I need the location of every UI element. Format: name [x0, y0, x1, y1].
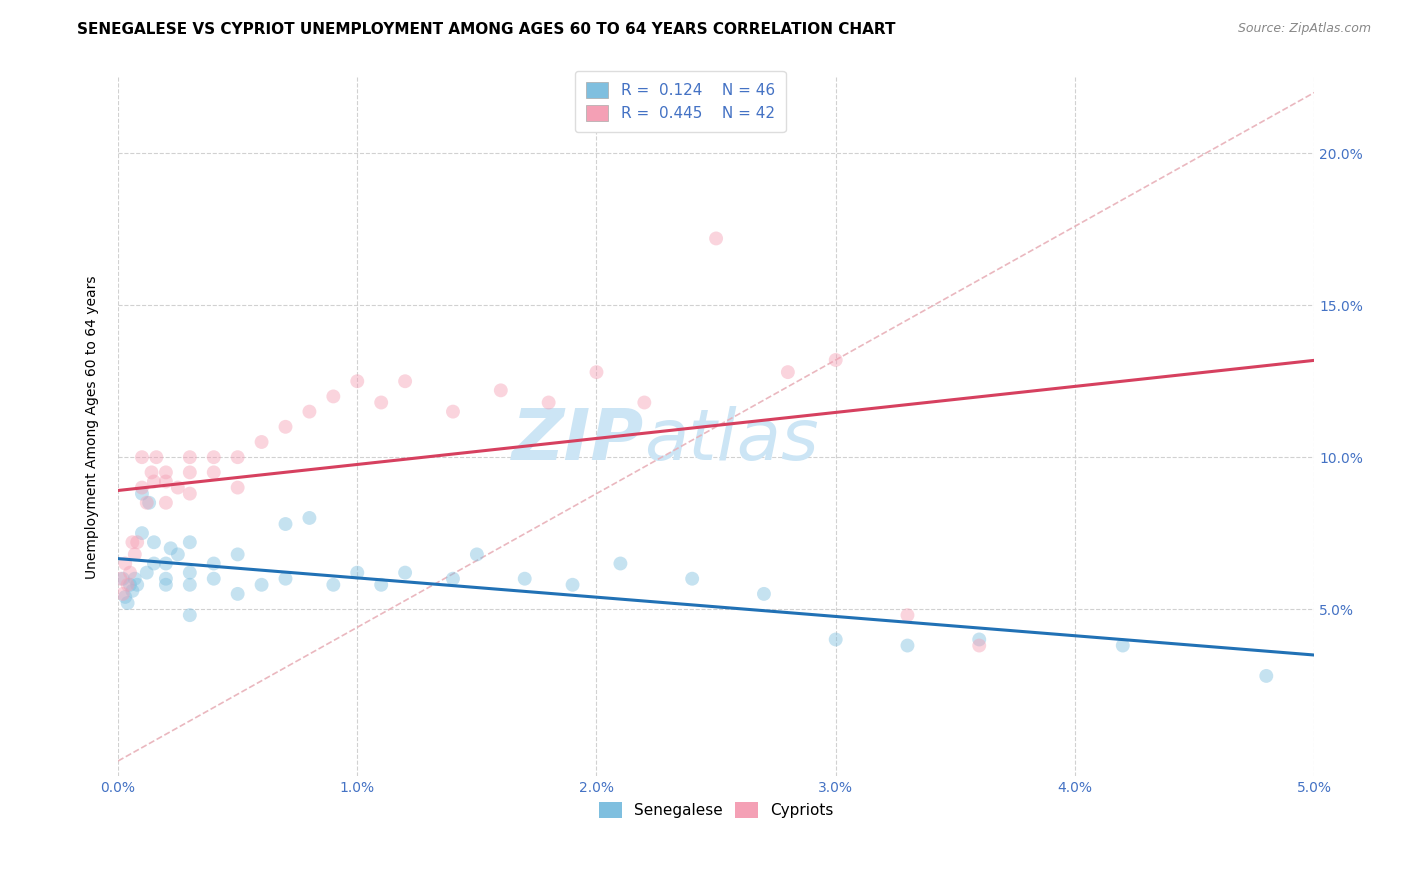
Point — [298, 404, 321, 418]
Point — [585, 365, 607, 379]
Point — [142, 557, 165, 571]
Point — [681, 572, 703, 586]
Point — [121, 535, 143, 549]
Point — [704, 231, 727, 245]
Point — [118, 566, 141, 580]
Point — [179, 450, 201, 465]
Point — [114, 590, 136, 604]
Point — [155, 475, 177, 489]
Point — [1112, 639, 1135, 653]
Point — [298, 511, 321, 525]
Point — [896, 608, 918, 623]
Point — [155, 572, 177, 586]
Point — [141, 466, 163, 480]
Point — [752, 587, 775, 601]
Point — [776, 365, 799, 379]
Point — [131, 486, 153, 500]
Point — [561, 578, 583, 592]
Point — [114, 557, 136, 571]
Point — [202, 450, 225, 465]
Point — [202, 466, 225, 480]
Point — [609, 557, 631, 571]
Point — [274, 419, 297, 434]
Point — [127, 578, 149, 592]
Point — [127, 535, 149, 549]
Point — [179, 486, 201, 500]
Point — [117, 596, 139, 610]
Point — [633, 395, 655, 409]
Point — [322, 389, 344, 403]
Point — [346, 566, 368, 580]
Point — [117, 578, 139, 592]
Point — [155, 578, 177, 592]
Point — [110, 572, 132, 586]
Point — [824, 632, 846, 647]
Point — [159, 541, 181, 556]
Point — [967, 632, 990, 647]
Point — [111, 572, 134, 586]
Point — [202, 572, 225, 586]
Point — [111, 587, 134, 601]
Point — [226, 587, 249, 601]
Point — [967, 639, 990, 653]
Point — [322, 578, 344, 592]
Point — [166, 548, 188, 562]
Text: Source: ZipAtlas.com: Source: ZipAtlas.com — [1237, 22, 1371, 36]
Point — [131, 481, 153, 495]
Point — [250, 578, 273, 592]
Point — [441, 572, 464, 586]
Text: SENEGALESE VS CYPRIOT UNEMPLOYMENT AMONG AGES 60 TO 64 YEARS CORRELATION CHART: SENEGALESE VS CYPRIOT UNEMPLOYMENT AMONG… — [77, 22, 896, 37]
Point — [131, 526, 153, 541]
Y-axis label: Unemployment Among Ages 60 to 64 years: Unemployment Among Ages 60 to 64 years — [86, 275, 100, 579]
Point — [370, 578, 392, 592]
Point — [155, 496, 177, 510]
Point — [179, 608, 201, 623]
Point — [135, 566, 157, 580]
Point — [166, 481, 188, 495]
Point — [394, 374, 416, 388]
Point — [124, 548, 146, 562]
Point — [155, 466, 177, 480]
Point — [142, 475, 165, 489]
Point — [274, 516, 297, 531]
Point — [118, 578, 141, 592]
Point — [124, 572, 146, 586]
Point — [179, 566, 201, 580]
Point — [135, 496, 157, 510]
Point — [202, 557, 225, 571]
Point — [274, 572, 297, 586]
Point — [179, 466, 201, 480]
Point — [346, 374, 368, 388]
Point — [179, 578, 201, 592]
Point — [489, 384, 512, 398]
Point — [226, 481, 249, 495]
Point — [138, 496, 160, 510]
Point — [537, 395, 560, 409]
Point — [394, 566, 416, 580]
Point — [121, 583, 143, 598]
Point — [441, 404, 464, 418]
Point — [155, 557, 177, 571]
Point — [465, 548, 488, 562]
Point — [1256, 669, 1278, 683]
Point — [513, 572, 536, 586]
Point — [226, 548, 249, 562]
Text: atlas: atlas — [644, 406, 818, 475]
Point — [226, 450, 249, 465]
Point — [131, 450, 153, 465]
Point — [179, 535, 201, 549]
Point — [142, 535, 165, 549]
Point — [896, 639, 918, 653]
Text: ZIP: ZIP — [512, 406, 644, 475]
Point — [250, 435, 273, 450]
Point — [370, 395, 392, 409]
Point — [824, 353, 846, 368]
Legend: Senegalese, Cypriots: Senegalese, Cypriots — [593, 796, 839, 824]
Point — [145, 450, 167, 465]
